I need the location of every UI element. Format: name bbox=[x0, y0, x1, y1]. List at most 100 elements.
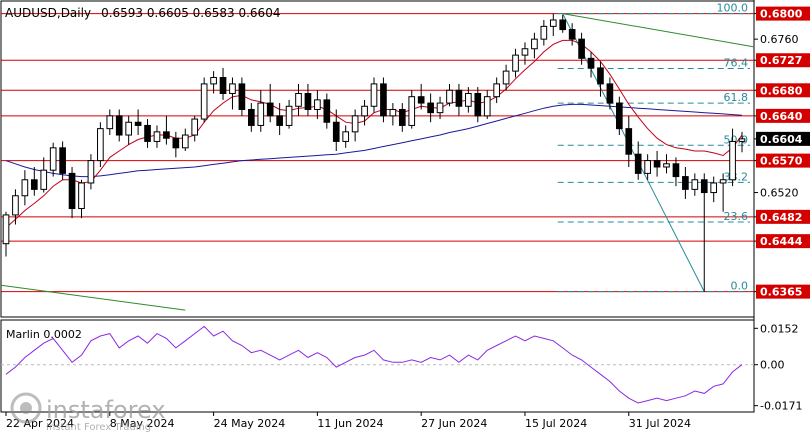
candle bbox=[238, 77, 246, 116]
candle-body bbox=[200, 83, 208, 120]
candle-body bbox=[21, 179, 29, 197]
candle-body bbox=[502, 70, 510, 85]
candle-body bbox=[323, 99, 331, 123]
candle bbox=[682, 166, 689, 199]
instaforex-logo-icon bbox=[10, 392, 42, 424]
support-trendline bbox=[0, 284, 186, 311]
candle bbox=[465, 87, 472, 113]
candle bbox=[106, 109, 114, 136]
candle bbox=[700, 173, 708, 292]
fib-label: 100.0 bbox=[717, 2, 749, 15]
candle-body bbox=[295, 92, 302, 107]
candle-body bbox=[2, 214, 10, 245]
candle bbox=[332, 109, 340, 152]
candle-body bbox=[238, 83, 246, 110]
candle-body bbox=[531, 38, 538, 50]
candle bbox=[606, 77, 614, 110]
date-label: 27 Jun 2024 bbox=[421, 417, 487, 430]
candle-body bbox=[616, 102, 623, 130]
candle-body bbox=[266, 102, 274, 117]
candle bbox=[266, 83, 274, 123]
candle bbox=[200, 77, 208, 123]
indicator-label: Marlin 0.0002 bbox=[6, 328, 82, 341]
candle-body bbox=[549, 19, 557, 27]
candle bbox=[12, 189, 19, 225]
candle-body bbox=[691, 179, 699, 190]
candle bbox=[597, 61, 604, 97]
candle bbox=[21, 170, 29, 206]
candle-body bbox=[436, 102, 444, 114]
current-price-box bbox=[756, 131, 810, 146]
current-price-label: 0.6604 bbox=[760, 133, 803, 146]
fib-label: 23.6 bbox=[724, 210, 749, 223]
candle-body bbox=[446, 89, 453, 104]
candle bbox=[493, 77, 500, 104]
candle-body bbox=[578, 38, 585, 59]
level-price-label: 0.6727 bbox=[760, 54, 802, 67]
candle-body bbox=[465, 92, 472, 107]
candle bbox=[691, 173, 699, 196]
brand-tagline: Instant Forex Trading bbox=[46, 422, 151, 432]
candle-body bbox=[597, 67, 604, 85]
candle-body bbox=[210, 77, 217, 85]
candle-body bbox=[40, 169, 48, 190]
candle-body bbox=[106, 115, 114, 130]
candle bbox=[389, 103, 397, 126]
candle bbox=[738, 131, 746, 153]
candle-body bbox=[49, 147, 57, 171]
symbol-label: AUDUSD,Daily 0.6593 0.6605 0.6583 0.6604 bbox=[5, 6, 280, 20]
level-price-label: 0.6482 bbox=[760, 211, 802, 224]
candle-body bbox=[512, 54, 519, 72]
candle bbox=[304, 83, 312, 116]
candle bbox=[219, 67, 227, 100]
candle bbox=[653, 151, 661, 177]
candle bbox=[2, 211, 10, 257]
candle bbox=[729, 128, 736, 187]
candle bbox=[436, 96, 444, 120]
candle bbox=[97, 122, 104, 167]
level-price-box bbox=[756, 83, 810, 98]
candle bbox=[172, 131, 180, 158]
candle bbox=[408, 90, 416, 129]
candle bbox=[455, 83, 463, 116]
candle bbox=[351, 109, 359, 142]
price-label: 0.6520 bbox=[760, 187, 799, 200]
level-price-label: 0.6444 bbox=[760, 235, 803, 248]
candle bbox=[87, 154, 95, 190]
candle bbox=[229, 77, 236, 110]
candle-body bbox=[153, 131, 161, 142]
candle-body bbox=[304, 92, 312, 110]
brand-text: instaforex bbox=[46, 396, 166, 424]
candle-body bbox=[229, 83, 236, 94]
candle-body bbox=[398, 108, 406, 126]
level-price-box bbox=[756, 209, 810, 224]
candle-body bbox=[181, 134, 189, 149]
level-price-label: 0.6365 bbox=[760, 286, 802, 299]
candle-body bbox=[568, 29, 576, 40]
candle-body bbox=[653, 160, 661, 168]
candle bbox=[314, 90, 321, 120]
candle-body bbox=[219, 77, 227, 94]
candle bbox=[616, 96, 623, 136]
candle-body bbox=[644, 160, 651, 174]
candle-body bbox=[493, 83, 500, 98]
candle bbox=[144, 119, 151, 148]
indicator-tick-label: 0.00 bbox=[760, 359, 785, 372]
candle-body bbox=[30, 179, 38, 190]
candle bbox=[78, 179, 85, 219]
date-axis: 22 Apr 2024 8 May 2024 24 May 2024 11 Jun 2… bbox=[5, 412, 691, 430]
candle bbox=[125, 115, 132, 145]
candle-body bbox=[672, 163, 680, 178]
candle-body bbox=[710, 182, 718, 194]
candle-body bbox=[87, 160, 95, 184]
candle bbox=[40, 157, 48, 193]
candle bbox=[134, 109, 142, 136]
candle bbox=[634, 141, 642, 180]
candle-body bbox=[314, 99, 321, 110]
candle bbox=[285, 99, 293, 129]
candle-body bbox=[455, 89, 463, 107]
level-price-label: 0.6800 bbox=[760, 8, 803, 21]
candle bbox=[342, 125, 350, 148]
candle bbox=[191, 115, 199, 142]
date-label: 31 Jul 2024 bbox=[629, 417, 691, 430]
